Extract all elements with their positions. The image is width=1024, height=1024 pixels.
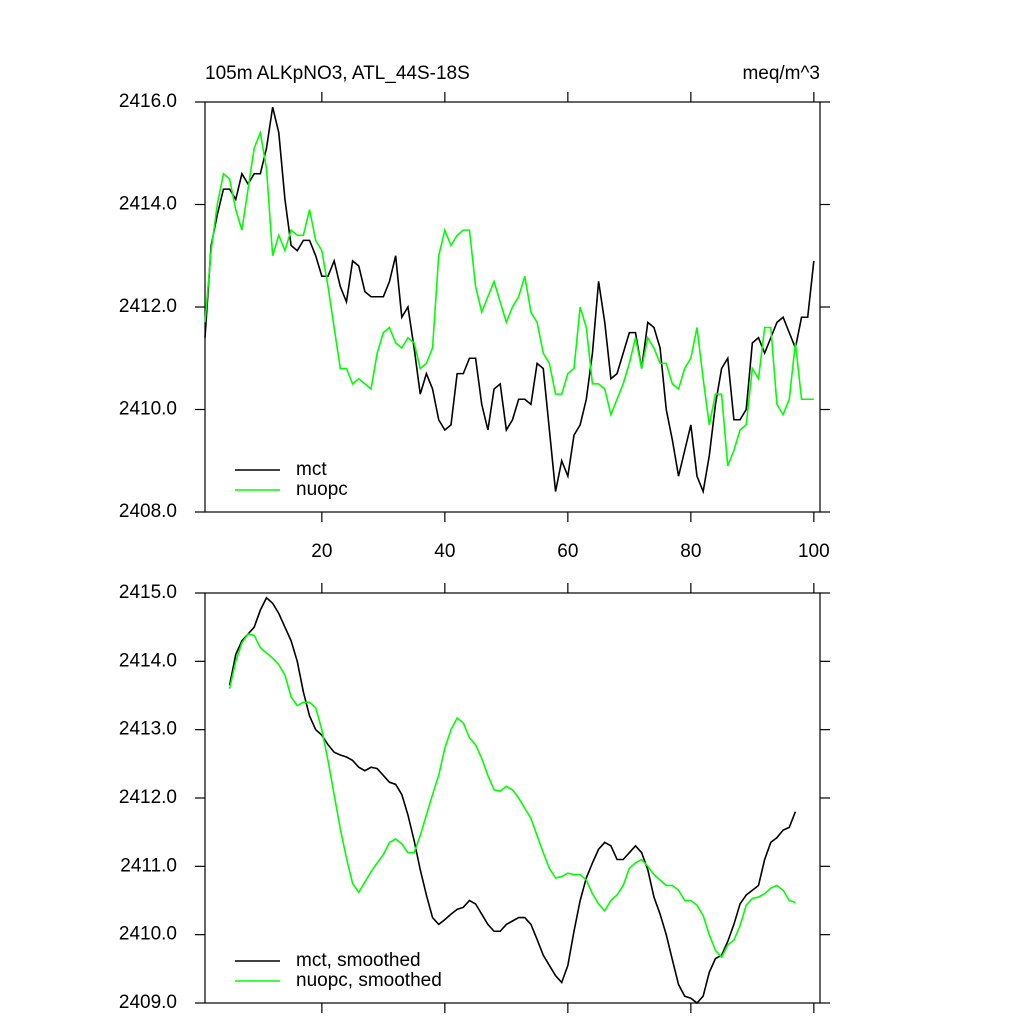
y-tick-label: 2409.0 bbox=[119, 992, 177, 1013]
y-tick-label: 2413.0 bbox=[119, 719, 177, 740]
y-tick-label: 2410.0 bbox=[119, 399, 177, 420]
data-line bbox=[204, 106, 815, 495]
x-tick-label: 40 bbox=[434, 541, 455, 562]
y-tick-label: 2412.0 bbox=[119, 296, 177, 317]
x-tick-label: 80 bbox=[680, 541, 701, 562]
legend-label: mct bbox=[296, 459, 327, 480]
legend-label: nuopc, smoothed bbox=[296, 970, 442, 991]
x-tick-label: 20 bbox=[311, 541, 332, 562]
legend-label: mct, smoothed bbox=[296, 950, 421, 971]
y-tick-label: 2412.0 bbox=[119, 787, 177, 808]
y-tick-label: 2415.0 bbox=[119, 582, 177, 603]
legend-label: nuopc bbox=[296, 479, 348, 500]
x-tick-label: 100 bbox=[798, 541, 830, 562]
data-line bbox=[228, 633, 796, 959]
chart-title: 105m ALKpNO3, ATL_44S-18S bbox=[205, 63, 470, 84]
y-tick-label: 2414.0 bbox=[119, 650, 177, 671]
data-line bbox=[228, 596, 797, 1005]
y-tick-label: 2408.0 bbox=[119, 501, 177, 522]
units-label: meq/m^3 bbox=[742, 63, 820, 84]
x-tick-label: 60 bbox=[557, 541, 578, 562]
y-tick-label: 2410.0 bbox=[119, 924, 177, 945]
y-tick-label: 2416.0 bbox=[119, 91, 177, 112]
y-tick-label: 2411.0 bbox=[120, 855, 177, 876]
y-tick-label: 2414.0 bbox=[119, 194, 177, 215]
data-line bbox=[204, 129, 814, 467]
